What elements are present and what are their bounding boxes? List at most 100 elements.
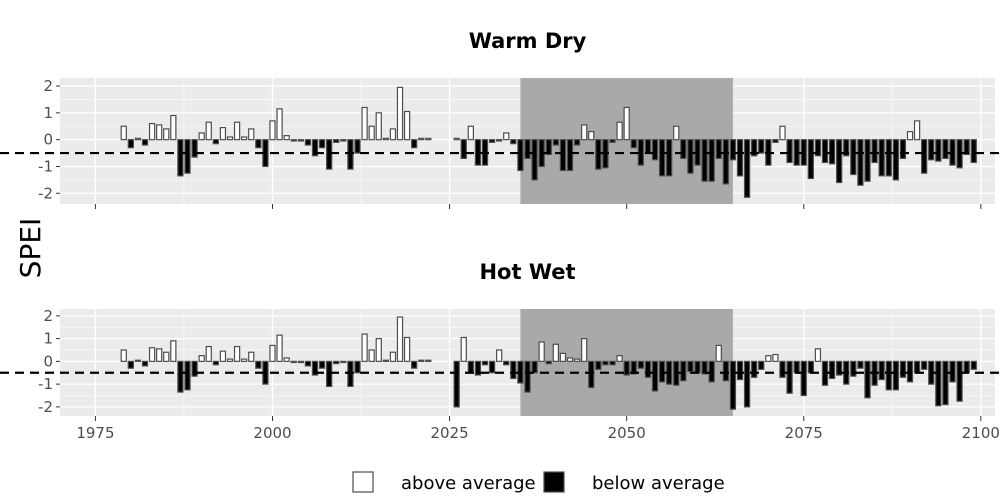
bar-above-average [673, 125, 680, 141]
bar-below-average [807, 360, 814, 374]
bar-below-average [411, 360, 418, 369]
bar-below-average [885, 360, 892, 391]
bar-below-average [503, 360, 510, 366]
bar-above-average [163, 128, 170, 141]
bar-below-average [141, 360, 149, 367]
bar-below-average [212, 139, 219, 145]
bar-above-average [772, 353, 779, 362]
bar-above-average [460, 336, 467, 362]
bar-below-average [588, 360, 595, 389]
bar-below-average [786, 360, 793, 394]
bar-below-average [942, 360, 949, 406]
bar-above-average [148, 122, 156, 141]
bar-above-average [503, 132, 510, 141]
bar-below-average [644, 360, 652, 378]
bar-below-average [850, 360, 857, 377]
bar-below-average [758, 139, 765, 154]
x-tick-label: 2025 [430, 424, 468, 442]
bar-below-average [658, 139, 666, 177]
y-tick-label: -1 [38, 375, 53, 393]
bar-above-average [219, 350, 227, 362]
bar-below-average [531, 139, 538, 181]
bar-below-average [722, 360, 729, 382]
bar-below-average [311, 360, 319, 376]
bar-above-average [241, 358, 248, 362]
x-tick-label: 1975 [76, 424, 114, 442]
bar-above-average [361, 333, 368, 362]
bar-below-average [290, 139, 297, 142]
bar-below-average [701, 360, 708, 375]
bar-below-average [708, 360, 715, 383]
bar-below-average [772, 139, 779, 143]
bar-below-average [666, 139, 673, 177]
bar-below-average [474, 360, 482, 376]
bar-below-average [828, 360, 836, 380]
bar-above-average [156, 348, 163, 362]
bar-above-average [134, 359, 142, 362]
bar-below-average [559, 139, 567, 172]
bar-above-average [403, 110, 411, 141]
bar-below-average [743, 360, 751, 408]
bar-below-average [573, 139, 581, 146]
bar-above-average [467, 125, 474, 141]
bar-below-average [595, 360, 602, 370]
bar-above-average [269, 120, 276, 141]
bar-below-average [850, 139, 857, 176]
bar-below-average [722, 139, 729, 185]
bar-above-average [233, 121, 241, 141]
bar-above-average [552, 343, 559, 362]
bar-above-average [368, 349, 375, 362]
bar-below-average [814, 139, 822, 157]
y-tick-label: -2 [38, 184, 53, 202]
bar-above-average [241, 136, 248, 141]
y-tick-label: 0 [43, 352, 53, 370]
bar-below-average [836, 360, 843, 376]
bar-above-average [375, 112, 382, 141]
bar-above-average [573, 358, 581, 362]
bar-below-average [297, 360, 304, 364]
bar-below-average [779, 360, 786, 378]
bar-above-average [389, 128, 397, 141]
bar-below-average [255, 360, 262, 369]
bar-below-average [864, 360, 871, 399]
bar-below-average [963, 139, 970, 156]
bar-above-average [566, 357, 574, 362]
bar-below-average [935, 139, 942, 162]
bar-below-average [821, 139, 829, 164]
bar-above-average [425, 137, 432, 141]
bar-below-average [949, 360, 956, 383]
bar-below-average [460, 139, 467, 160]
bar-below-average [609, 360, 616, 366]
bar-above-average [418, 359, 425, 362]
bar-above-average [226, 136, 234, 141]
bar-below-average [304, 139, 312, 146]
bar-above-average [170, 340, 177, 362]
bar-above-average [425, 359, 432, 362]
bar-above-average [906, 131, 914, 141]
bar-below-average [531, 360, 538, 374]
bar-below-average [786, 139, 793, 164]
bar-below-average [127, 139, 134, 149]
y-axis-label: SPEI [14, 218, 47, 279]
bar-above-average [198, 355, 205, 362]
bar-below-average [510, 360, 517, 380]
bar-above-average [403, 336, 411, 362]
bar-below-average [191, 360, 198, 377]
bar-below-average [736, 360, 744, 381]
bar-above-average [205, 345, 212, 362]
y-tick-label: -2 [38, 398, 53, 416]
panel-title: Hot Wet [479, 260, 575, 284]
bar-above-average [156, 124, 163, 141]
bar-above-average [276, 108, 283, 141]
bar-below-average [467, 360, 474, 374]
bar-below-average [630, 360, 637, 375]
bar-below-average [942, 139, 949, 160]
bar-below-average [885, 139, 892, 177]
bar-below-average [566, 139, 574, 172]
legend-key-above [352, 471, 374, 493]
bar-above-average [198, 132, 205, 141]
bar-above-average [496, 349, 503, 362]
bar-above-average [120, 349, 127, 362]
bar-below-average [843, 139, 850, 157]
bar-below-average [637, 360, 644, 369]
